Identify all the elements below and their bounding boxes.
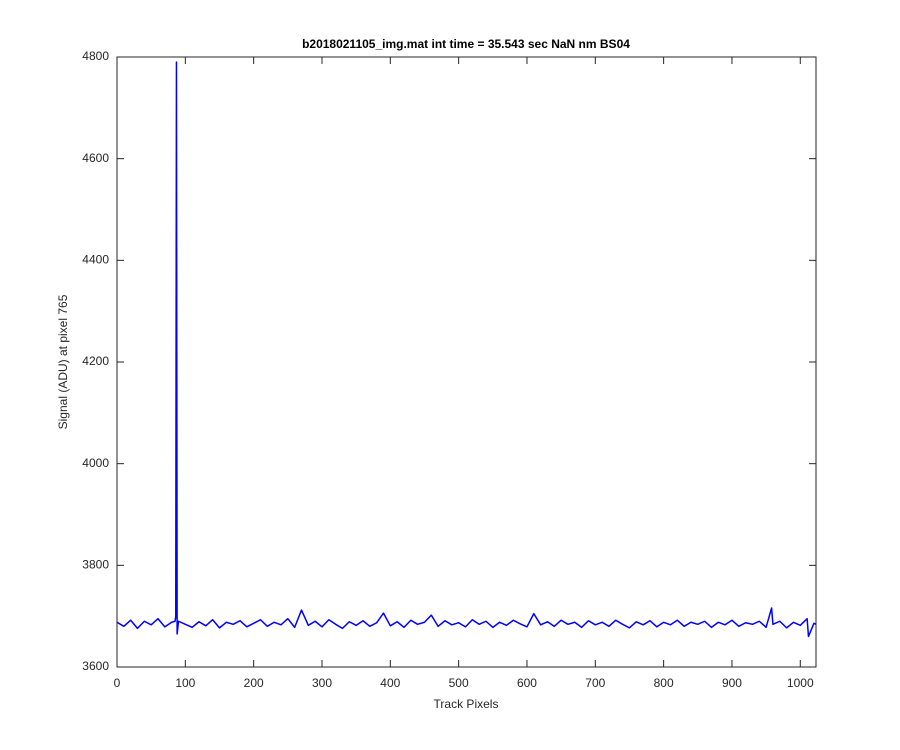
y-tick-label: 4400 [82, 253, 109, 267]
x-tick-label: 200 [244, 676, 264, 690]
y-tick-label: 4800 [82, 49, 109, 63]
x-tick-label: 500 [449, 676, 469, 690]
x-axis-label: Track Pixels [434, 697, 499, 711]
x-tick-label: 0 [114, 676, 121, 690]
plot-frame [116, 56, 817, 668]
x-tick-label: 1000 [787, 676, 814, 690]
x-tick-label: 300 [312, 676, 332, 690]
y-tick-label: 4000 [82, 456, 109, 470]
x-tick-label: 900 [722, 676, 742, 690]
x-tick-label: 700 [585, 676, 605, 690]
x-tick-label: 100 [175, 676, 195, 690]
data-line [116, 61, 817, 638]
y-tick-label: 3600 [82, 659, 109, 673]
y-tick-label: 4200 [82, 354, 109, 368]
x-tick-label: 800 [654, 676, 674, 690]
y-tick-label: 4600 [82, 151, 109, 165]
x-tick-label: 600 [517, 676, 537, 690]
y-tick-label: 3800 [82, 558, 109, 572]
y-axis-label: Signal (ADU) at pixel 765 [56, 294, 70, 429]
x-tick-label: 400 [380, 676, 400, 690]
chart-title: b2018021105_img.mat int time = 35.543 se… [302, 37, 630, 51]
